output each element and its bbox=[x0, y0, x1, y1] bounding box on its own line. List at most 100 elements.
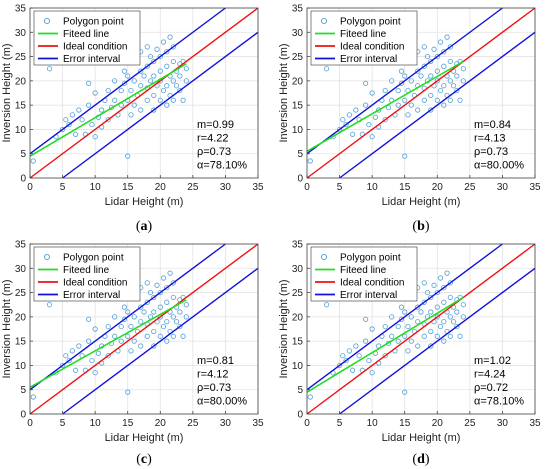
x-tick-label: 35 bbox=[529, 182, 541, 193]
polygon-point bbox=[415, 107, 421, 113]
ideal-condition-line bbox=[29, 243, 259, 415]
polygon-point bbox=[63, 353, 69, 359]
polygon-point bbox=[405, 348, 411, 354]
polygon-point bbox=[402, 389, 408, 395]
polygon-point bbox=[30, 158, 36, 164]
polygon-point bbox=[170, 78, 176, 84]
polygon-point bbox=[434, 304, 440, 310]
polygon-point bbox=[86, 102, 92, 108]
polygon-point bbox=[177, 323, 183, 330]
polygon-point bbox=[170, 314, 176, 320]
panel-caption: (c) bbox=[136, 452, 152, 467]
polygon-point bbox=[366, 121, 372, 128]
axes-frame bbox=[29, 7, 259, 179]
stat-m: m=0.81 bbox=[197, 355, 234, 367]
polygon-point bbox=[118, 87, 124, 94]
y-tick-label: 15 bbox=[292, 101, 304, 112]
polygon-point bbox=[457, 333, 463, 339]
polygon-point bbox=[441, 63, 447, 69]
legend-entry: Ideal condition bbox=[340, 42, 405, 53]
polygon-point bbox=[164, 338, 170, 344]
x-tick-label: 25 bbox=[187, 418, 199, 429]
x-tick-label: 0 bbox=[27, 418, 33, 429]
polygon-point bbox=[428, 328, 434, 335]
polygon-point bbox=[343, 121, 349, 128]
polygon-point bbox=[353, 107, 359, 113]
polygon-point bbox=[170, 58, 176, 65]
polygon-point bbox=[112, 333, 118, 339]
polygon-point bbox=[450, 83, 457, 89]
polygon-point bbox=[160, 275, 167, 281]
polygon-point bbox=[428, 343, 434, 349]
polygon-point bbox=[441, 102, 447, 108]
polygon-point bbox=[59, 362, 66, 369]
polygon-point bbox=[307, 394, 313, 400]
legend-entry: Error interval bbox=[63, 290, 120, 301]
y-tick-label: 25 bbox=[292, 52, 304, 63]
y-tick-label: 5 bbox=[297, 385, 303, 396]
legend-entry: Error interval bbox=[340, 54, 397, 65]
polygon-point bbox=[369, 134, 375, 140]
panel-b: 00 5 5 10 10 15 15 20 20 25 25 30 30 35 35 Lidar Height… bbox=[278, 4, 541, 235]
polygon-point bbox=[151, 92, 157, 99]
legend-entry: Fiteed line bbox=[63, 29, 110, 40]
polygon-point bbox=[66, 121, 72, 128]
polygon-point bbox=[157, 304, 163, 310]
legend-marker-polygon-point bbox=[43, 253, 51, 261]
polygon-point bbox=[138, 68, 144, 74]
polygon-point bbox=[76, 343, 82, 349]
polygon-point bbox=[431, 282, 437, 288]
polygon-point bbox=[434, 289, 440, 296]
x-tick-label: 30 bbox=[220, 418, 232, 429]
y-tick-label: 30 bbox=[15, 264, 27, 275]
polygon-point bbox=[434, 68, 440, 74]
polygon-point bbox=[395, 338, 401, 344]
polygon-point bbox=[131, 102, 137, 108]
polygon-point bbox=[86, 80, 92, 86]
polygon-point bbox=[170, 44, 176, 50]
stats-annotation: m=1.02 r=4.24ρ=0.72 α=78.10% bbox=[474, 355, 524, 408]
polygon-point bbox=[353, 343, 359, 349]
polygon-point bbox=[170, 280, 176, 286]
polygon-point bbox=[457, 97, 463, 103]
polygon-point bbox=[447, 333, 453, 339]
stat-rho: ρ=0.73 bbox=[197, 146, 231, 158]
polygon-point bbox=[434, 53, 440, 60]
polygon-point bbox=[434, 314, 440, 320]
polygon-point bbox=[63, 117, 69, 123]
polygon-point bbox=[441, 49, 447, 55]
polygon-points bbox=[307, 34, 466, 164]
stat-alpha: α=78.10% bbox=[474, 396, 524, 408]
polygon-point bbox=[395, 102, 401, 108]
polygon-point bbox=[177, 309, 183, 315]
legend-entry: Fiteed line bbox=[63, 265, 110, 276]
polygon-point bbox=[389, 78, 395, 84]
x-tick-label: 20 bbox=[432, 182, 444, 193]
polygon-point bbox=[151, 58, 157, 65]
polygon-point bbox=[402, 309, 408, 315]
polygon-point bbox=[460, 302, 466, 308]
polygon-point bbox=[421, 97, 427, 103]
legend-entry: Fiteed line bbox=[340, 265, 387, 276]
polygon-point bbox=[405, 323, 411, 330]
fitted-line bbox=[306, 60, 464, 152]
polygon-point bbox=[431, 46, 437, 52]
error-interval-upper-line bbox=[306, 7, 503, 155]
y-tick-label: 15 bbox=[15, 101, 27, 112]
polygon-point bbox=[454, 323, 460, 330]
polygon-point bbox=[73, 131, 79, 137]
polygon-point bbox=[73, 367, 79, 373]
polygon-point bbox=[128, 323, 134, 330]
polygon-point bbox=[398, 68, 405, 74]
polygon-point bbox=[460, 78, 466, 84]
stat-alpha: α=78.10% bbox=[197, 160, 247, 172]
stat-rho: ρ=0.73 bbox=[474, 146, 508, 158]
legend-marker-polygon-point bbox=[43, 17, 51, 25]
polygon-point bbox=[437, 323, 444, 330]
polygon-point bbox=[372, 114, 379, 120]
polygon-point bbox=[180, 97, 186, 103]
polygon-point bbox=[157, 68, 163, 74]
polygon-point bbox=[46, 66, 53, 72]
x-tick-label: 20 bbox=[155, 182, 167, 193]
